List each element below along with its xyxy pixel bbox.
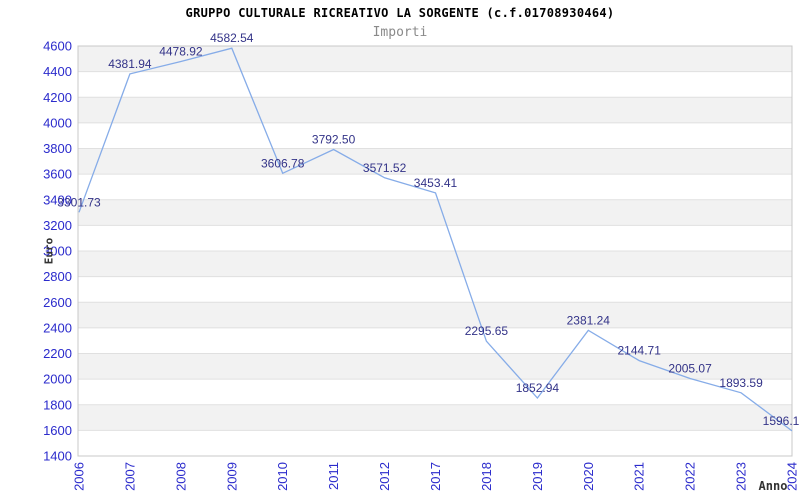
x-tick-label: 2011 [326, 462, 341, 490]
y-tick-label: 2200 [43, 346, 72, 361]
y-tick-label: 3600 [43, 167, 72, 182]
y-tick-label: 4600 [43, 39, 72, 54]
x-tick-label: 2017 [428, 462, 443, 491]
y-tick-label: 1400 [43, 449, 72, 464]
x-tick-label: 2006 [72, 462, 87, 491]
y-tick-label: 4200 [43, 90, 72, 105]
x-tick-label: 2021 [632, 462, 647, 491]
plot-border [77, 45, 793, 457]
point-label: 2381.24 [567, 313, 611, 327]
y-tick-label: 2000 [43, 372, 72, 387]
y-tick-label: 1800 [43, 397, 72, 412]
y-tick-label: 3200 [43, 218, 72, 233]
x-tick-label: 2008 [173, 462, 188, 491]
plot-band [78, 251, 792, 277]
x-tick-label: 2023 [734, 462, 749, 491]
point-label: 1596.1 [763, 414, 800, 428]
plot-band [78, 97, 792, 123]
y-tick-label: 4400 [43, 64, 72, 79]
x-tick-label: 2007 [122, 462, 137, 491]
point-label: 4381.94 [108, 57, 152, 71]
x-tick-label: 2024 [785, 462, 800, 491]
point-label: 2144.71 [618, 344, 662, 358]
y-tick-label: 1600 [43, 423, 72, 438]
point-label: 3606.78 [261, 156, 305, 170]
plot-band [78, 404, 792, 431]
y-tick-label: 2800 [43, 269, 72, 284]
point-label: 4582.54 [210, 31, 254, 45]
point-label: 3453.41 [414, 176, 458, 190]
point-label: 1852.94 [516, 381, 560, 395]
point-label: 2005.07 [668, 362, 712, 376]
point-label: 2295.65 [465, 324, 509, 338]
y-tick-label: 3000 [43, 244, 72, 259]
plot-band [78, 302, 792, 328]
point-label: 3571.52 [363, 161, 407, 175]
x-tick-label: 2010 [275, 462, 290, 491]
point-label: 1893.59 [719, 376, 763, 390]
x-tick-label: 2019 [530, 462, 545, 491]
x-tick-label: 2020 [581, 462, 596, 491]
plot-band [78, 46, 792, 72]
y-tick-label: 2600 [43, 295, 72, 310]
plot-band [78, 199, 792, 226]
x-tick-label: 2009 [224, 462, 239, 491]
plot-band [78, 148, 792, 175]
chart-subtitle: Importi [372, 25, 428, 40]
point-label: 4478.92 [159, 45, 203, 59]
x-tick-label: 2012 [377, 462, 392, 491]
y-tick-label: 3800 [43, 141, 72, 156]
y-tick-label: 4000 [43, 115, 72, 130]
y-tick-label: 2400 [43, 320, 72, 335]
point-label: 3301.73 [57, 195, 101, 209]
y-axis-title: Euro [43, 237, 56, 264]
chart-title: GRUPPO CULTURALE RICREATIVO LA SORGENTE … [185, 6, 615, 20]
plot-band [78, 353, 792, 380]
x-tick-label: 2018 [479, 462, 494, 491]
x-tick-label: 2022 [683, 462, 698, 491]
data-line [78, 47, 793, 432]
y-tick-label: 3400 [43, 192, 72, 207]
point-label: 3792.50 [312, 133, 356, 147]
x-axis-title: Anno [759, 479, 788, 493]
